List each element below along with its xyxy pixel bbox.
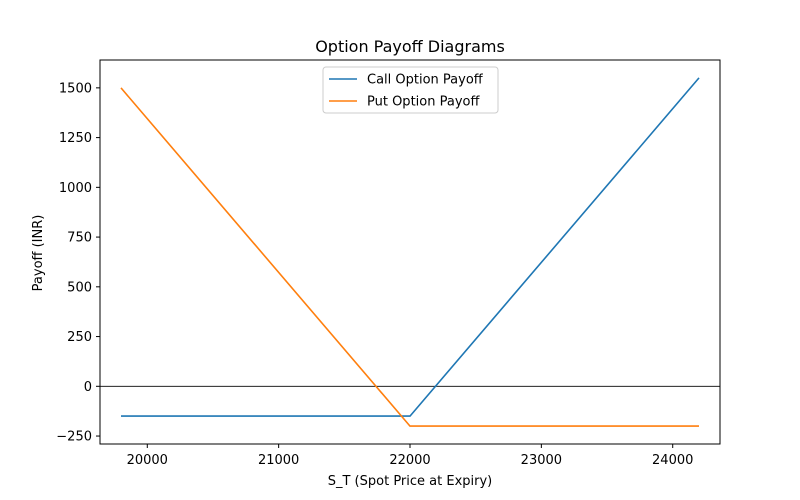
legend: Call Option Payoff Put Option Payoff: [322, 66, 499, 114]
x-tick-label: 23000: [521, 453, 562, 468]
x-tick-label: 21000: [258, 453, 299, 468]
plot-area: 20000 21000 22000 23000 24000 −250 0 250 500 750 1…: [56, 59, 721, 468]
y-tick-label: 750: [67, 231, 92, 246]
y-axis-label: Payoff (INR): [31, 215, 46, 292]
legend-label-call: Call Option Payoff: [367, 73, 484, 88]
chart-title: Option Payoff Diagrams: [315, 37, 505, 56]
legend-box: [322, 66, 499, 114]
y-tick-label: 500: [67, 280, 92, 295]
y-tick-label: 1250: [59, 131, 92, 146]
y-tick-label: 0: [84, 380, 92, 395]
series-line-put: [120, 87, 699, 427]
legend-label-put: Put Option Payoff: [367, 95, 480, 110]
x-tick-label: 22000: [389, 453, 430, 468]
x-axis-label: S_T (Spot Price at Expiry): [328, 474, 493, 489]
x-tick-label: 20000: [127, 453, 168, 468]
y-tick-label: −250: [56, 430, 92, 445]
y-tick-label: 1500: [59, 81, 92, 96]
series-line-call: [121, 77, 700, 417]
y-tick-label: 1000: [59, 181, 92, 196]
y-tick-label: 250: [67, 330, 92, 345]
x-tick-label: 24000: [652, 453, 693, 468]
